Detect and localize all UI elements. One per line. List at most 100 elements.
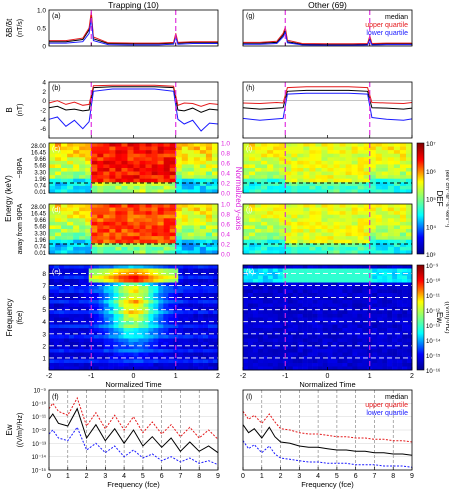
heatmap-cell: [262, 324, 269, 329]
heatmap-cell: [367, 293, 373, 297]
heatmap-cell: [381, 239, 389, 244]
heatmap-cell: [339, 164, 346, 169]
heatmap-cell: [327, 204, 334, 208]
heatmap-cell: [49, 175, 56, 180]
heatmap-cell: [139, 232, 146, 237]
series-g-upper-quartile: [243, 25, 412, 45]
heatmap-cell: [123, 293, 129, 297]
heatmap-cell: [243, 232, 250, 237]
heatmap-cell: [163, 160, 171, 165]
heatmap-cell: [118, 279, 124, 283]
heatmap-cell: [208, 328, 214, 332]
heatmap-cell: [332, 286, 338, 290]
heatmap-cell: [53, 345, 60, 350]
heatmap-cell: [157, 218, 164, 223]
heatmap-cell: [345, 157, 352, 162]
heatmap-cell: [377, 321, 383, 325]
heatmap-cell: [369, 168, 377, 172]
heatmap-cell: [369, 225, 377, 230]
heatmap-cell: [402, 279, 408, 283]
heatmap-cell: [352, 307, 358, 311]
heatmap-cell: [279, 164, 286, 169]
heatmap-cell: [199, 232, 207, 237]
heatmap-cell: [382, 338, 388, 343]
heatmap-cell: [277, 265, 284, 269]
heatmap-cell: [115, 236, 122, 241]
heatmap-cell: [213, 317, 219, 322]
heatmap-cell: [277, 314, 284, 318]
heatmap-cell: [61, 236, 68, 241]
heatmap-cell: [49, 328, 55, 332]
heatmap-cell: [145, 229, 152, 233]
heatmap-cell: [317, 265, 323, 269]
heatmap-cell: [175, 246, 183, 251]
heatmap-cell: [49, 314, 55, 318]
heatmap-cell: [163, 225, 171, 230]
heatmap-cell: [187, 239, 195, 244]
heatmap-cell: [127, 250, 134, 255]
heatmap-cell: [252, 363, 259, 367]
heatmap-cell: [133, 335, 139, 339]
heatmap-cell: [243, 175, 250, 180]
heatmap-cell: [73, 342, 80, 346]
heatmap-cell: [151, 164, 158, 169]
series-a-upper-quartile: [49, 11, 218, 44]
heatmap-cell: [303, 185, 310, 190]
heatmap-cell: [357, 310, 363, 315]
heatmap-cell: [118, 265, 124, 269]
heatmap-cell: [188, 345, 194, 350]
heatmap-cell: [387, 352, 393, 357]
heatmap-cell: [397, 282, 403, 287]
heatmap-cell: [247, 289, 254, 294]
heatmap-cell: [377, 275, 383, 280]
heatmap-cell: [363, 168, 371, 172]
heatmap-cell: [347, 279, 353, 283]
heatmap-cell: [357, 178, 365, 183]
heatmap-cell: [272, 293, 279, 297]
heatmap-cell: [261, 168, 268, 172]
heatmap-cell: [272, 289, 279, 294]
heatmap-cell: [143, 289, 149, 294]
heatmap-cell: [243, 250, 250, 255]
heatmap-cell: [175, 236, 183, 241]
heatmap-cell: [257, 342, 264, 346]
heatmap-cell: [309, 189, 316, 194]
xtick-label-e-3: 1: [174, 373, 178, 380]
heatmap-cell: [183, 338, 189, 343]
heatmap-cell: [279, 225, 286, 230]
heatmap-cell: [345, 175, 352, 180]
heatmap-cell: [108, 307, 114, 311]
heatmap-cell: [387, 239, 395, 244]
heatmap-cell: [175, 225, 183, 230]
yunit-a: (nT/s): [17, 19, 24, 37]
heatmap-cell: [168, 296, 174, 301]
heatmap-cell: [109, 185, 116, 190]
heatmap-cell: [187, 204, 195, 208]
heatmap-cell: [58, 324, 65, 329]
heatmap-cells-k: [243, 265, 413, 371]
heatmap-cell: [178, 328, 184, 332]
heatmap-cell: [79, 236, 86, 241]
heatmap-cell: [199, 204, 207, 208]
heatmap-cell: [93, 317, 100, 322]
heatmap-cell: [213, 331, 219, 336]
heatmap-cell: [151, 175, 158, 180]
heatmap-cell: [83, 352, 90, 357]
heatmap-cell: [342, 359, 348, 364]
heatmap-cell: [199, 229, 207, 233]
heatmap-cell: [345, 250, 352, 255]
heatmap-cell: [309, 175, 316, 180]
heatmap-cell: [279, 146, 286, 151]
heatmap-cell: [78, 363, 85, 367]
heatmap-cell: [327, 279, 333, 283]
heatmap-cell: [148, 307, 154, 311]
heatmap-cell: [337, 307, 343, 311]
heatmap-cell: [68, 328, 75, 332]
heatmap-cell: [168, 282, 174, 287]
heatmap-cell: [362, 321, 368, 325]
heatmap-cell: [375, 168, 383, 172]
heatmap-cell: [303, 146, 310, 151]
heatmap-cell: [123, 314, 129, 318]
heatmap-cell: [407, 289, 413, 294]
heatmap-cell: [252, 300, 259, 304]
